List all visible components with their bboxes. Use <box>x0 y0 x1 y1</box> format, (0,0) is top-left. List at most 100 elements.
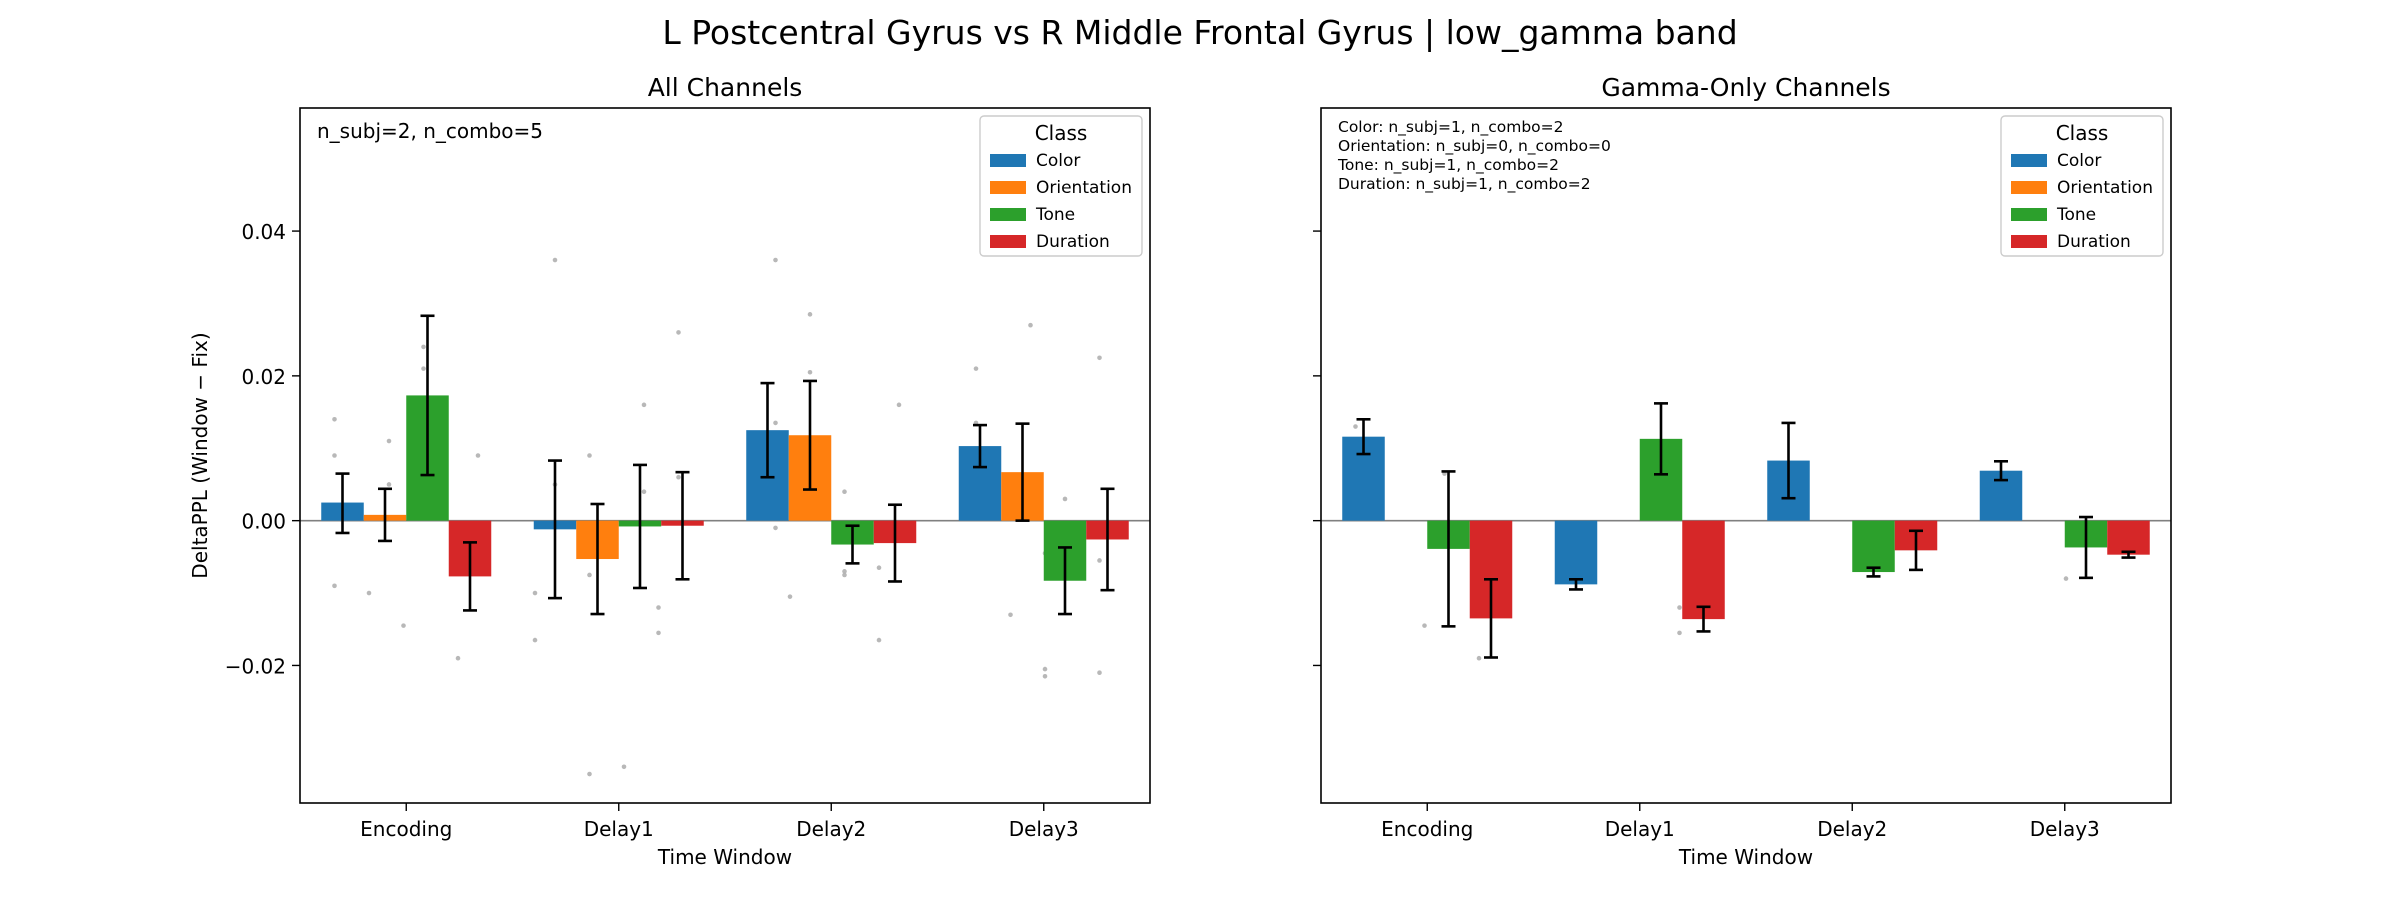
legend-swatch-tone <box>2011 208 2047 221</box>
error-bar <box>2079 515 2093 580</box>
error-bar <box>1994 459 2008 482</box>
scatter-point <box>641 489 647 494</box>
bar-duration-delay3 <box>2107 520 2150 555</box>
error-bar <box>1781 421 1796 500</box>
scatter-point <box>1062 496 1068 502</box>
scatter-point <box>587 771 592 777</box>
scatter-point <box>1097 670 1102 675</box>
error-bar <box>548 459 562 600</box>
scatter-point <box>587 453 592 458</box>
error-bar <box>1100 487 1115 592</box>
error-bar <box>760 381 775 479</box>
scatter-point <box>1097 558 1102 563</box>
scatter-point <box>1353 424 1358 429</box>
legend-swatch-orientation <box>990 181 1026 194</box>
error-bar <box>1866 566 1881 578</box>
scatter-point <box>1042 674 1048 679</box>
axes-frame <box>1320 107 2172 804</box>
scatter-point <box>842 569 847 574</box>
x-tick-label: Encoding <box>360 817 452 841</box>
axes-frame <box>299 107 1151 804</box>
scatter-point <box>2063 576 2069 581</box>
error-bar <box>1484 577 1498 659</box>
error-bar <box>2121 550 2136 559</box>
scatter-point <box>773 525 778 531</box>
legend-swatch-tone <box>990 208 1026 221</box>
scatter-point <box>973 366 979 371</box>
scatter-point <box>1677 630 1682 636</box>
legend-title: Class <box>1035 121 1088 145</box>
scatter-point <box>1008 612 1013 618</box>
y-tick-label: 0.04 <box>241 220 286 244</box>
error-bar <box>845 524 860 565</box>
scatter-point <box>621 764 627 770</box>
legend: Class Color Orientation Tone Duration <box>2000 115 2164 257</box>
scatter-point <box>807 369 813 375</box>
legend-label: Orientation <box>1036 178 1132 198</box>
y-axis-label: DeltaPPL (Window − Fix) <box>188 332 212 578</box>
error-bar <box>590 502 605 616</box>
error-bar <box>1015 422 1030 522</box>
scatter-point <box>532 637 538 643</box>
legend-label: Orientation <box>2057 178 2153 198</box>
error-bar <box>1696 605 1711 633</box>
annotation-text: Orientation: n_subj=0, n_combo=0 <box>1338 137 1611 156</box>
error-bar <box>633 463 647 590</box>
x-tick-label: Delay2 <box>796 817 866 841</box>
scatter-point <box>455 655 461 661</box>
error-bar <box>1356 418 1371 456</box>
error-bar <box>463 541 477 612</box>
x-tick-label: Delay3 <box>1009 817 1079 841</box>
bar-tone-delay2 <box>1852 520 1895 573</box>
scatter-point <box>1677 605 1682 610</box>
scatter-point <box>401 623 406 628</box>
error-bar <box>1441 470 1456 628</box>
x-axis-label: Time Window <box>1678 845 1813 869</box>
scatter-point <box>532 590 538 596</box>
error-bar <box>1909 529 1923 572</box>
error-bar <box>803 379 817 491</box>
x-tick-label: Delay1 <box>584 817 654 841</box>
scatter-point <box>332 417 337 422</box>
legend-swatch-duration <box>2011 235 2047 248</box>
legend-title: Class <box>2056 121 2109 145</box>
annotation-text: Duration: n_subj=1, n_combo=2 <box>1338 175 1591 194</box>
error-bar <box>1058 546 1072 616</box>
x-tick-label: Delay2 <box>1817 817 1887 841</box>
legend-label: Tone <box>2056 205 2096 225</box>
x-axis-label: Time Window <box>657 845 792 869</box>
y-tick-label: 0.00 <box>241 510 286 534</box>
scatter-point <box>1042 666 1048 672</box>
scatter-point <box>676 330 681 335</box>
scatter-point <box>656 605 661 610</box>
bar-duration-delay1 <box>1682 520 1725 620</box>
scatter-point <box>1476 655 1482 661</box>
legend-swatch-color <box>2011 154 2047 167</box>
x-tick-label: Encoding <box>1381 817 1473 841</box>
legend-label: Duration <box>1036 232 1110 252</box>
legend-label: Color <box>2057 151 2101 171</box>
panel-gamma-only-channels: Gamma-Only Channels Encoding Delay1 Delay2 D… <box>1313 73 2172 869</box>
scatter-point <box>641 402 647 408</box>
bar-color-delay1 <box>1554 520 1598 585</box>
scatter-point <box>842 489 847 494</box>
scatter-point <box>773 257 778 263</box>
scatter-point <box>552 257 558 263</box>
scatter-point <box>656 630 661 636</box>
annotation-text: Tone: n_subj=1, n_combo=2 <box>1337 156 1559 175</box>
scatter-point <box>475 453 481 458</box>
scatter-point <box>876 637 882 643</box>
legend-swatch-orientation <box>2011 181 2047 194</box>
legend: Class Color Orientation Tone Duration <box>979 115 1143 257</box>
error-bar <box>1569 577 1583 591</box>
scatter-point <box>332 453 337 458</box>
scatter-point <box>807 312 813 317</box>
scatter-point <box>787 594 793 599</box>
legend-swatch-color <box>990 154 1026 167</box>
scatter-point <box>676 474 681 480</box>
scatter-point <box>587 572 592 578</box>
error-bar <box>973 423 987 469</box>
scatter-point <box>386 482 392 487</box>
y-tick-label: 0.02 <box>241 365 286 389</box>
